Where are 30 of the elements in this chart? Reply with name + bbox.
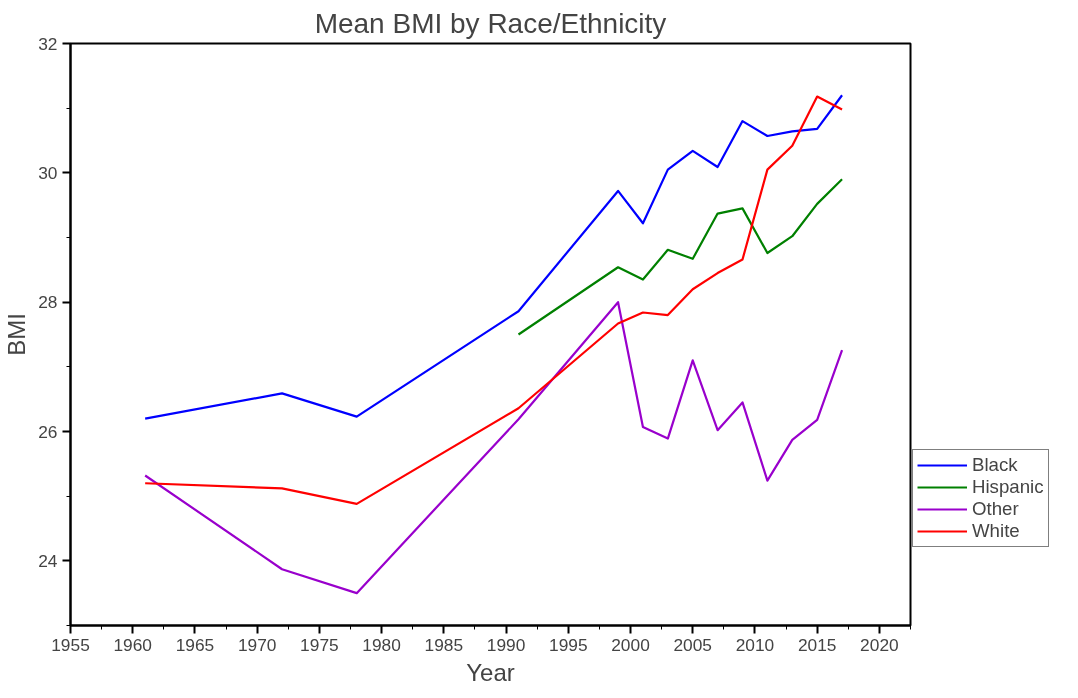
y-tick-label: 32 [38,33,58,54]
x-tick-label: 1970 [237,634,277,655]
legend-label: White [972,520,1020,542]
x-tick-label: 2010 [735,634,775,655]
y-tick-label: 26 [38,421,58,442]
x-tick-label: 2005 [673,634,713,655]
legend-label: Other [972,498,1019,520]
x-tick-label: 2020 [860,634,899,655]
x-tick-label: 1965 [175,634,215,655]
x-tick-label: 1995 [549,634,588,655]
y-tick-label: 28 [38,292,58,313]
x-tick-label: 1980 [362,634,401,655]
x-tick-label: 2015 [797,634,837,655]
line-series [144,95,844,506]
x-tick-label: 1985 [424,634,464,655]
y-axis-title: BMI [3,313,31,356]
line-series [144,94,844,420]
x-axis-title: Year [466,658,515,686]
line-series [517,178,844,336]
x-tick-label: 1955 [51,634,90,655]
x-tick-label: 1975 [300,634,339,655]
chart-title: Mean BMI by Race/Ethnicity [314,7,667,39]
y-tick-label: 30 [38,162,58,183]
x-tick-label: 1960 [113,634,153,655]
x-tick-label: 2000 [611,634,650,655]
line-series [144,301,844,595]
legend-label: Hispanic [972,476,1044,498]
y-tick-label: 24 [38,550,58,571]
x-tick-label: 1990 [486,634,526,655]
legend-label: Black [972,454,1018,476]
